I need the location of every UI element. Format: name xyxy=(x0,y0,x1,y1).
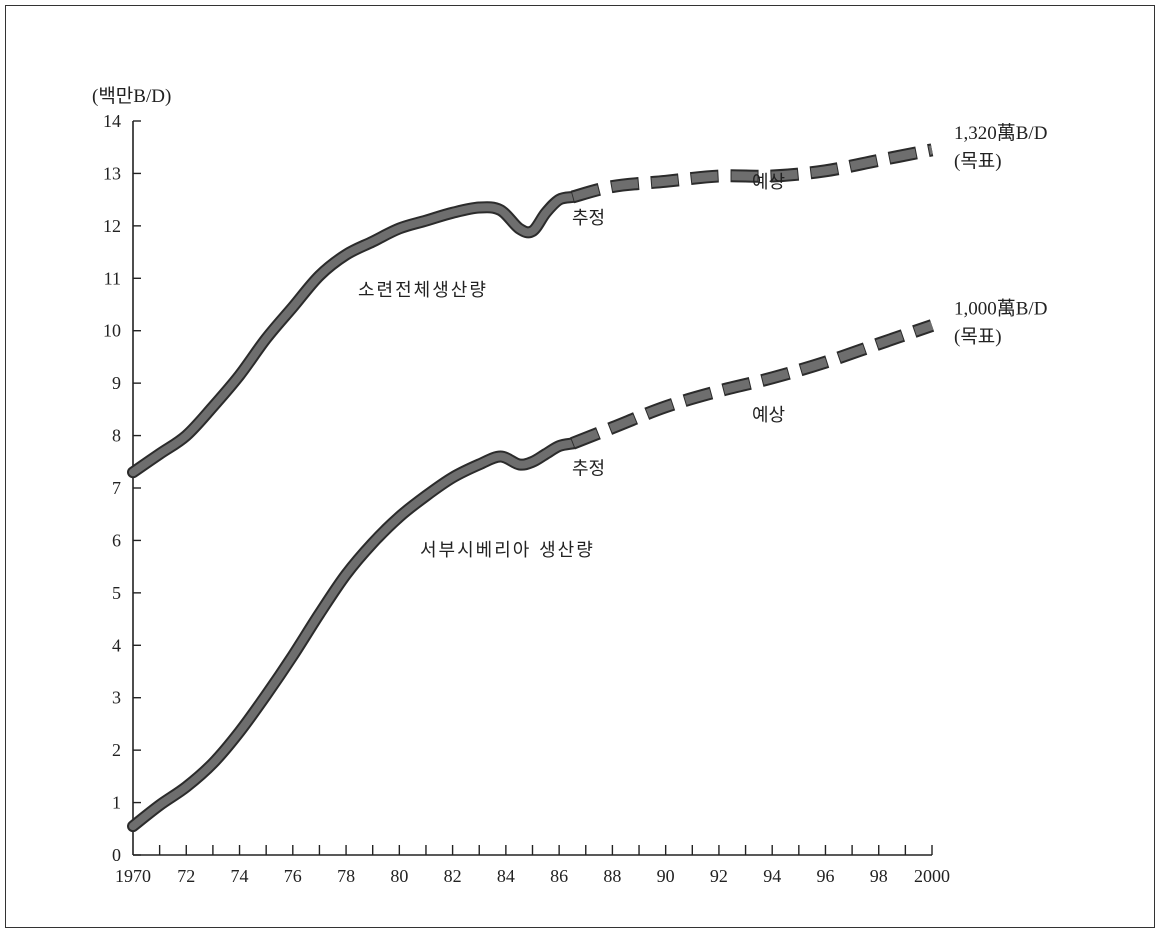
actual-line xyxy=(129,439,577,831)
actual-line-outline xyxy=(127,437,579,833)
y-tick-label: 0 xyxy=(112,845,121,865)
x-tick-label: 98 xyxy=(870,866,888,886)
forecast-label: 예상 xyxy=(752,172,785,193)
y-tick-label: 9 xyxy=(112,373,121,393)
actual-line xyxy=(129,193,577,477)
x-tick-label: 74 xyxy=(231,866,249,886)
series-0 xyxy=(127,143,934,479)
x-tick-label: 96 xyxy=(816,866,834,886)
y-tick-label: 10 xyxy=(103,321,121,341)
forecast-line xyxy=(570,321,934,448)
estimate-label: 추정 xyxy=(572,458,605,479)
y-axis-unit-label: (백만B/D) xyxy=(92,85,171,107)
x-tick-label: 1970 xyxy=(115,866,151,886)
target-note-label: (목표) xyxy=(954,326,1002,347)
series-name-label: 서부시베리아 생산량 xyxy=(420,540,595,561)
x-tick-label: 76 xyxy=(284,866,302,886)
y-tick-label: 8 xyxy=(112,426,121,446)
series-1 xyxy=(127,319,935,833)
actual-line-outline xyxy=(127,191,579,479)
x-tick-label: 72 xyxy=(177,866,195,886)
forecast-label: 예상 xyxy=(752,405,785,426)
estimate-label: 추정 xyxy=(572,208,605,229)
x-tick-label: 90 xyxy=(657,866,675,886)
series-layer xyxy=(127,143,935,833)
x-tick-label: 86 xyxy=(550,866,568,886)
y-tick-label: 2 xyxy=(112,740,121,760)
y-tick-label: 1 xyxy=(112,793,121,813)
y-tick-label: 7 xyxy=(112,478,121,498)
target-value-label: 1,320萬B/D xyxy=(954,122,1047,144)
x-tick-label: 82 xyxy=(444,866,462,886)
x-tick-label: 80 xyxy=(390,866,408,886)
y-tick-label: 6 xyxy=(112,530,121,550)
y-tick-label: 11 xyxy=(104,268,121,288)
x-tick-label: 78 xyxy=(337,866,355,886)
x-tick-label: 88 xyxy=(603,866,621,886)
y-tick-label: 5 xyxy=(112,583,121,603)
series-name-label: 소련전체생산량 xyxy=(358,280,488,301)
forecast-line xyxy=(571,145,933,202)
x-tick-label: 94 xyxy=(763,866,781,886)
target-note-label: (목표) xyxy=(954,151,1002,172)
y-tick-label: 4 xyxy=(112,635,121,655)
chart-frame xyxy=(5,5,1155,928)
x-tick-label: 84 xyxy=(497,866,515,886)
x-tick-label: 2000 xyxy=(914,866,950,886)
y-tick-label: 12 xyxy=(103,216,121,236)
y-tick-label: 13 xyxy=(103,163,121,183)
target-value-label: 1,000萬B/D xyxy=(954,297,1047,319)
y-tick-label: 14 xyxy=(103,111,121,131)
y-tick-label: 3 xyxy=(112,688,121,708)
x-tick-label: 92 xyxy=(710,866,728,886)
